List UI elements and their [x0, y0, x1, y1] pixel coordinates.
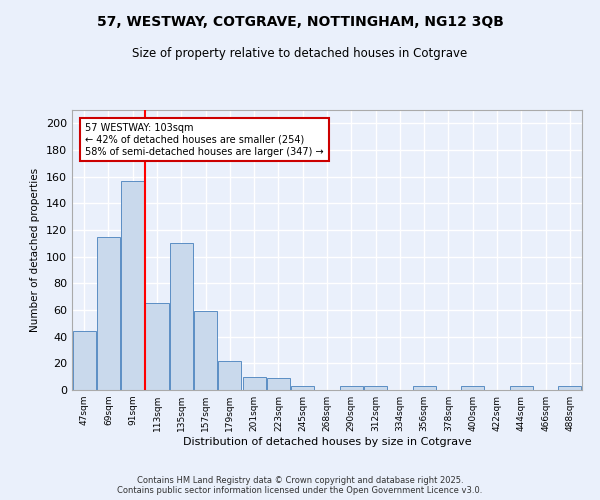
Bar [194, 312, 217, 390]
Bar [73, 332, 95, 390]
Bar [218, 360, 241, 390]
Bar [413, 386, 436, 390]
Y-axis label: Number of detached properties: Number of detached properties [31, 168, 40, 332]
Text: 57 WESTWAY: 103sqm
← 42% of detached houses are smaller (254)
58% of semi-detach: 57 WESTWAY: 103sqm ← 42% of detached hou… [85, 124, 324, 156]
Bar [559, 386, 581, 390]
Bar [170, 244, 193, 390]
Bar [242, 376, 266, 390]
X-axis label: Distribution of detached houses by size in Cotgrave: Distribution of detached houses by size … [182, 437, 472, 447]
Bar [145, 304, 169, 390]
Text: Size of property relative to detached houses in Cotgrave: Size of property relative to detached ho… [133, 48, 467, 60]
Bar [461, 386, 484, 390]
Bar [364, 386, 387, 390]
Bar [121, 180, 144, 390]
Bar [510, 386, 533, 390]
Bar [291, 386, 314, 390]
Text: 57, WESTWAY, COTGRAVE, NOTTINGHAM, NG12 3QB: 57, WESTWAY, COTGRAVE, NOTTINGHAM, NG12 … [97, 15, 503, 29]
Text: Contains HM Land Registry data © Crown copyright and database right 2025.
Contai: Contains HM Land Registry data © Crown c… [118, 476, 482, 495]
Bar [340, 386, 363, 390]
Bar [97, 236, 120, 390]
Bar [267, 378, 290, 390]
